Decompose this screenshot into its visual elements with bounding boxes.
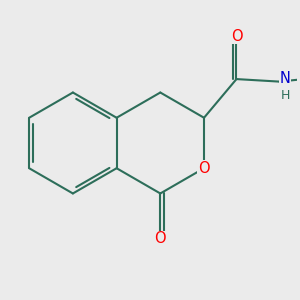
Text: N: N [279,71,290,86]
Text: H: H [281,89,290,102]
Text: O: O [154,231,166,246]
Text: O: O [231,29,242,44]
Text: O: O [198,161,210,176]
